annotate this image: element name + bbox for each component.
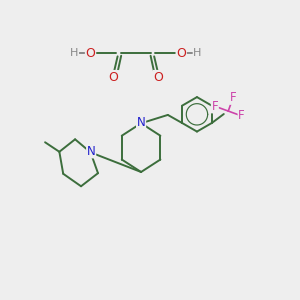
- Text: O: O: [109, 71, 118, 84]
- Text: O: O: [176, 47, 186, 60]
- Text: F: F: [212, 100, 218, 113]
- Text: F: F: [230, 91, 236, 104]
- Text: O: O: [153, 71, 163, 84]
- Text: N: N: [87, 145, 95, 158]
- Text: H: H: [70, 48, 78, 59]
- Text: F: F: [238, 110, 245, 122]
- Text: O: O: [85, 47, 95, 60]
- Text: N: N: [137, 116, 146, 129]
- Text: H: H: [194, 48, 202, 59]
